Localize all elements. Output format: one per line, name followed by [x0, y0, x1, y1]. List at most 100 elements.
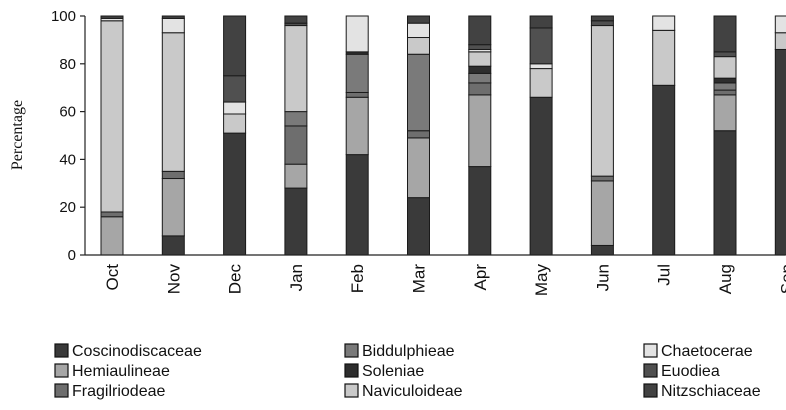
bar-segment-nitzschiaceae-may: [529, 15, 553, 29]
bar-segment-naviculoideae-jul: [652, 29, 676, 86]
bar-segment-nitzschiaceae-oct: [100, 15, 124, 19]
legend: Coscinodiscaceae Hemiaulineae Fragilriodea…: [54, 343, 761, 400]
bar-segment-fragilriodeae-apr: [468, 82, 492, 96]
legend-swatch: [643, 363, 658, 378]
x-tick-label: Jul: [655, 264, 674, 286]
bar-segment-chaetocerae-may: [529, 63, 553, 70]
bar-segment-euodiea-aug: [713, 51, 737, 58]
x-tick-label: Feb: [348, 264, 367, 293]
bar-segment-nitzschiaceae-dec: [223, 15, 247, 77]
x-tick-label: Jan: [287, 264, 306, 291]
bar-segment-fragilriodeae-oct: [100, 211, 124, 218]
legend-label: Chaetocerae: [661, 343, 753, 360]
bar-segment-soleniae-apr: [468, 65, 492, 74]
bar-segment-fragilriodeae-jan: [284, 125, 308, 165]
bar-segment-chaetocerae-mar: [407, 22, 430, 39]
x-tick-label: Mar: [410, 264, 429, 294]
y-tick-label: 80: [59, 56, 76, 73]
bar-segment-coscinodiscaceae-nov: [161, 235, 185, 256]
legend-label: Soleniae: [362, 363, 424, 380]
legend-swatch: [643, 343, 658, 358]
x-axis-labels: Oct Nov Dec Jan Feb Mar Apr May Jun Jul Aug Sep: [103, 264, 786, 297]
y-tick-label: 100: [51, 8, 76, 25]
bar-segment-coscinodiscaceae-jul: [652, 84, 676, 256]
bar-segment-nitzschiaceae-apr: [468, 15, 492, 46]
bar-segment-fragilriodeae-nov: [161, 170, 185, 180]
bar-segment-coscinodiscaceae-dec: [223, 132, 247, 256]
legend-swatch: [643, 383, 658, 398]
legend-swatch: [344, 363, 359, 378]
x-tick-label: Jun: [593, 264, 612, 291]
legend-label: Fragilriodeae: [72, 383, 165, 400]
bar-segment-coscinodiscaceae-jan: [284, 187, 308, 256]
bar-segment-nitzschiaceae-aug: [713, 15, 737, 53]
bar-segment-nitzschiaceae-nov: [161, 15, 185, 19]
y-axis-label: Percentage: [9, 100, 26, 170]
x-tick-label: Oct: [103, 264, 122, 291]
bar-segment-chaetocerae-sep: [774, 15, 786, 34]
bar-segment-chaetocerae-jul: [652, 15, 676, 31]
legend-label: Nitzschiaceae: [661, 383, 761, 400]
bar-segment-hemiaulineae-feb: [345, 96, 369, 156]
bar-segment-naviculoideae-jun: [590, 25, 614, 177]
legend-label: Euodiea: [661, 363, 720, 380]
bar-segment-hemiaulineae-aug: [713, 94, 737, 132]
bar-segment-coscinodiscaceae-apr: [468, 166, 492, 256]
bar-segment-naviculoideae-nov: [161, 32, 185, 172]
bar-segment-naviculoideae-oct: [100, 20, 124, 213]
bar-segment-fragilriodeae-feb: [345, 91, 369, 98]
bar-segment-coscinodiscaceae-jun: [590, 244, 614, 256]
bar-segment-naviculoideae-jan: [284, 25, 308, 113]
legend-swatch: [344, 343, 359, 358]
legend-label: Hemiaulineae: [72, 363, 170, 380]
bar-segment-chaetocerae-dec: [223, 101, 247, 115]
bar-segment-chaetocerae-nov: [161, 17, 185, 34]
bar-segment-coscinodiscaceae-aug: [713, 130, 737, 256]
bar-segment-coscinodiscaceae-may: [529, 96, 553, 256]
bar-segment-hemiaulineae-jun: [590, 180, 614, 246]
bar-segment-biddulphieae-mar: [407, 53, 430, 132]
bar-segment-coscinodiscaceae-feb: [345, 154, 369, 256]
legend-swatch: [54, 363, 69, 378]
bar-segment-soleniae-aug: [713, 77, 737, 84]
bar-segment-fragilriodeae-jun: [590, 175, 614, 182]
bar-segment-euodiea-may: [529, 27, 553, 65]
x-tick-label: Apr: [471, 264, 490, 291]
bar-segment-naviculoideae-apr: [468, 51, 492, 67]
legend-label: Biddulphieae: [362, 343, 455, 360]
x-tick-label: Aug: [716, 264, 735, 294]
x-tick-label: Dec: [226, 264, 245, 295]
bar-segment-hemiaulineae-apr: [468, 94, 492, 168]
bar-segment-naviculoideae-sep: [774, 32, 786, 50]
bar-segment-hemiaulineae-mar: [407, 137, 430, 199]
bar-segment-euodiea-jun: [590, 20, 614, 27]
y-tick-label: 20: [59, 199, 76, 216]
bar-segment-naviculoideae-may: [529, 68, 553, 98]
bar-segment-hemiaulineae-nov: [161, 178, 185, 237]
legend-swatch: [54, 383, 69, 398]
bar-segment-naviculoideae-aug: [713, 56, 737, 79]
bar-segment-euodiea-apr: [468, 44, 492, 50]
legend-swatch: [54, 343, 69, 358]
bar-segment-nitzschiaceae-jun: [590, 15, 614, 22]
bar-segment-biddulphieae-feb: [345, 53, 369, 93]
bars-group: [100, 15, 786, 256]
bar-segment-biddulphieae-apr: [468, 72, 492, 84]
x-tick-label: May: [532, 264, 551, 297]
y-tick-label: 0: [68, 247, 76, 264]
bar-segment-coscinodiscaceae-mar: [407, 197, 430, 256]
legend-label: Coscinodiscaceae: [72, 343, 202, 360]
bar-segment-hemiaulineae-jan: [284, 163, 308, 189]
x-tick-label: Nov: [164, 264, 183, 295]
bar-segment-biddulphieae-aug: [713, 82, 737, 91]
bar-segment-naviculoideae-dec: [223, 113, 247, 134]
legend-swatch: [344, 383, 359, 398]
bar-segment-naviculoideae-mar: [407, 37, 430, 55]
bar-segment-chaetocerae-feb: [345, 15, 369, 53]
y-tick-label: 40: [59, 151, 76, 168]
x-tick-label: Sep: [777, 264, 786, 294]
bar-segment-nitzschiaceae-jan: [284, 15, 308, 24]
bar-segment-biddulphieae-jan: [284, 111, 308, 127]
bar-segment-nitzschiaceae-mar: [407, 15, 430, 24]
